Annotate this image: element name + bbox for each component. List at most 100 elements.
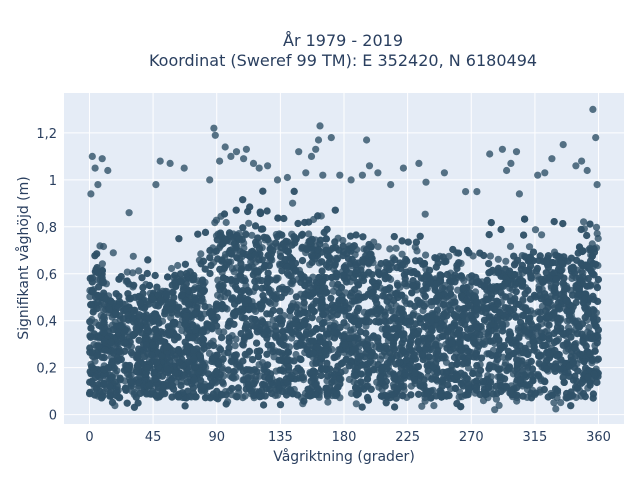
scatter-point (430, 402, 438, 410)
scatter-point (531, 226, 540, 234)
scatter-point (123, 268, 131, 276)
scatter-point (241, 392, 249, 400)
scatter-point (132, 393, 140, 401)
scatter-point (381, 311, 389, 319)
scatter-point (368, 271, 376, 279)
scatter-point (230, 368, 238, 376)
scatter-point (222, 218, 230, 227)
scatter-point (174, 261, 182, 270)
scatter-point (308, 314, 316, 322)
scatter-point (339, 242, 347, 250)
scatter-point (263, 350, 271, 358)
scatter-point (497, 288, 505, 296)
scatter-point (480, 251, 488, 260)
scatter-point (579, 269, 587, 277)
scatter-point (276, 401, 285, 409)
scatter-point (269, 348, 277, 356)
scatter-point (232, 206, 240, 214)
scatter-point (174, 310, 182, 319)
scatter-point (108, 398, 117, 406)
scatter-point (444, 381, 452, 389)
scatter-point (384, 370, 392, 378)
scatter-point (580, 218, 588, 226)
scatter-point (239, 340, 247, 348)
scatter-point (524, 307, 532, 315)
scatter-point (352, 400, 360, 408)
scatter-point (98, 260, 106, 268)
scatter-point (519, 295, 527, 304)
scatter-point (259, 225, 267, 233)
scatter-point (455, 393, 463, 401)
scatter-point (245, 264, 253, 272)
scatter-point (453, 264, 461, 273)
scatter-point (95, 283, 103, 291)
scatter-point (252, 307, 260, 315)
scatter-point (329, 280, 337, 288)
scatter-point (123, 399, 131, 407)
scatter-point (280, 333, 288, 341)
scatter-point (286, 312, 294, 320)
scatter-point (428, 375, 436, 383)
scatter-point (432, 340, 440, 348)
scatter-point (197, 297, 205, 305)
scatter-point (220, 210, 229, 218)
scatter-point (289, 199, 297, 207)
data-points (86, 105, 603, 414)
scatter-point (421, 210, 429, 218)
scatter-point (211, 219, 219, 227)
scatter-point (269, 316, 277, 324)
scatter-point (329, 287, 337, 295)
scatter-point (328, 345, 336, 354)
scatter-point (239, 224, 247, 232)
scatter-point (197, 250, 205, 258)
scatter-point (239, 249, 247, 257)
scatter-point (592, 223, 601, 231)
scatter-point (563, 394, 571, 402)
scatter-point (318, 267, 326, 275)
scatter-point (374, 243, 382, 251)
scatter-point (246, 203, 254, 211)
scatter-point (538, 231, 546, 239)
scatter-point (320, 318, 328, 327)
scatter-point (109, 249, 117, 257)
scatter-point (251, 277, 259, 286)
scatter-point (218, 334, 226, 342)
scatter-point (224, 366, 232, 374)
scatter-point (446, 284, 455, 292)
scatter-point (214, 276, 222, 284)
scatter-point (231, 342, 239, 350)
scatter-point (135, 379, 143, 387)
scatter-point (135, 267, 143, 275)
scatter-point (492, 395, 500, 403)
scatter-point (422, 251, 430, 259)
scatter-point (552, 405, 560, 413)
scatter-point (260, 401, 268, 409)
scatter-point (255, 361, 263, 369)
scatter-point (347, 328, 355, 336)
scatter-point (392, 244, 400, 252)
scatter-point (379, 292, 387, 300)
scatter-point (139, 283, 147, 292)
scatter-point (100, 313, 108, 321)
scatter-point (233, 393, 241, 401)
scatter-point (415, 390, 423, 398)
scatter-point (594, 234, 602, 243)
scatter-point (86, 318, 94, 326)
scatter-point (398, 250, 406, 258)
scatter-point (269, 306, 277, 314)
scatter-point (593, 378, 601, 387)
scatter-point (514, 327, 522, 335)
scatter-point (545, 321, 553, 329)
scatter-point (513, 397, 521, 405)
scatter-point (491, 406, 499, 414)
scatter-point (439, 301, 448, 309)
scatter-point (495, 401, 503, 409)
scatter-point (557, 399, 565, 407)
scatter-point (502, 257, 510, 265)
scatter-point (506, 242, 515, 250)
scatter-point (259, 292, 267, 300)
scatter-point (248, 387, 256, 395)
scatter-point (418, 402, 426, 410)
scatter-point (512, 300, 520, 308)
scatter-point (176, 270, 185, 278)
